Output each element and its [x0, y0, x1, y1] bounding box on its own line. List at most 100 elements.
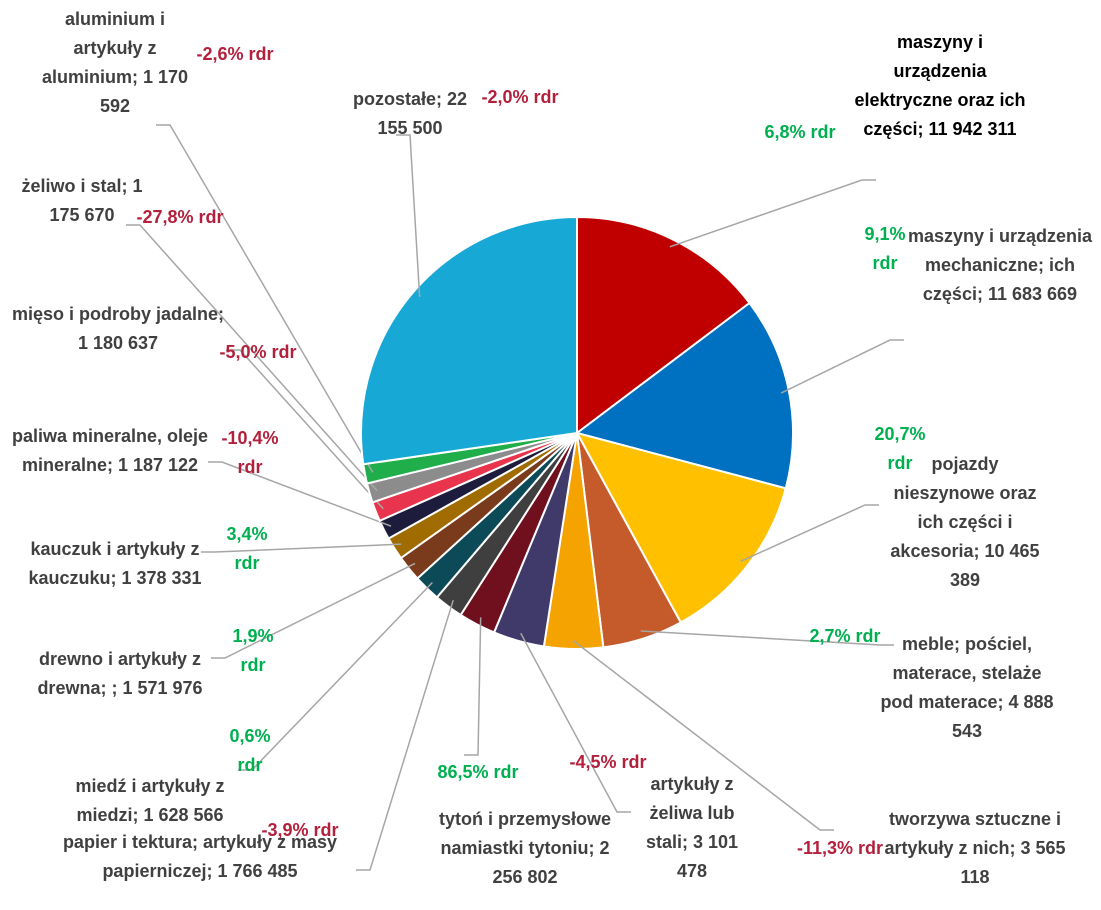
slice-label: artykuły z żeliwa lub stali; 3 101 478	[637, 770, 747, 886]
value-label: 2 256 802	[492, 838, 610, 887]
change-label: -5,0% rdr	[218, 338, 298, 367]
leader-line	[211, 562, 416, 659]
category-name: tytoń i przemysłowe namiastki tytoniu;	[438, 809, 612, 858]
value-label: 4 888 543	[951, 692, 1054, 741]
slice-label: tytoń i przemysłowe namiastki tytoniu; 2…	[438, 805, 613, 892]
category-name: pojazdy nieszynowe oraz ich części i akc…	[890, 454, 1037, 561]
category-name: papier i tektura; artykuły z masy papier…	[62, 832, 338, 881]
leader-line	[126, 224, 378, 492]
leader-line	[208, 461, 392, 527]
leader-line	[226, 349, 384, 510]
change-label: -27,8% rdr	[135, 203, 225, 232]
category-name: artykuły z żeliwa lub stali;	[645, 774, 735, 852]
slice-label: pojazdy nieszynowe oraz ich części i akc…	[885, 450, 1045, 595]
value-label: 10 465 389	[949, 541, 1040, 590]
leader-line	[520, 632, 631, 813]
value-label: 1 170 592	[99, 67, 189, 116]
leader-line	[356, 599, 454, 871]
category-name: żeliwo i stal;	[21, 176, 128, 196]
slice-label: paliwa mineralne, oleje mineralne; 1 187…	[10, 422, 210, 480]
change-text: 1,9% rdr	[232, 626, 274, 675]
leader-line	[573, 640, 834, 831]
value-label: 3 101 478	[676, 832, 739, 881]
value-label: 1 378 331	[121, 568, 202, 588]
category-name: tworzywa sztuczne i artykuły z nich;	[884, 809, 1062, 858]
slice-label: meble; pościel, materace, stelaże pod ma…	[880, 630, 1055, 746]
change-text: -2,6% rdr	[196, 44, 274, 64]
value-label: 11 683 669	[987, 284, 1078, 304]
category-name: miedź i artykuły z miedzi;	[75, 776, 225, 825]
change-text: -10,4% rdr	[221, 428, 279, 477]
change-text: -5,0% rdr	[219, 342, 297, 362]
value-label: 1 187 122	[117, 455, 199, 475]
slice-label: kauczuk i artykuły z kauczuku; 1 378 331	[18, 535, 213, 593]
value-label: 1 766 485	[217, 861, 298, 881]
change-text: 3,4% rdr	[226, 524, 268, 573]
category-name: kauczuk i artykuły z kauczuku;	[28, 539, 200, 588]
slice	[360, 215, 578, 466]
change-label: 2,7% rdr	[805, 622, 885, 651]
leader-line	[238, 581, 433, 771]
value-label: 11 942 311	[928, 119, 1017, 139]
category-name: meble; pościel, materace, stelaże pod ma…	[880, 634, 1042, 712]
slice-label: mięso i podroby jadalne; 1 180 637	[11, 300, 226, 358]
leader-line	[640, 630, 894, 646]
leader-line	[201, 543, 402, 553]
change-label: 1,9% rdr	[218, 622, 288, 680]
slice-label: maszyny i urządzenia mechaniczne; ich cz…	[900, 222, 1100, 309]
change-text: 2,7% rdr	[809, 626, 881, 646]
slice-label: żeliwo i stal; 1 175 670	[7, 172, 157, 230]
slice	[575, 431, 788, 624]
leader-line	[780, 339, 904, 394]
leader-line	[669, 179, 876, 248]
category-name: paliwa mineralne, oleje mineralne;	[11, 426, 209, 475]
change-label: -10,4% rdr	[210, 424, 290, 482]
slice-label: papier i tektura; artykuły z masy papier…	[30, 828, 370, 886]
change-text: 20,7% rdr	[874, 424, 926, 473]
change-label: 20,7% rdr	[860, 420, 940, 478]
slice	[574, 301, 794, 490]
slice-label: drewno i artykuły z drewna; ; 1 571 976	[23, 645, 218, 703]
value-label: 3 565 118	[960, 838, 1066, 887]
change-label: -11,3% rdr	[795, 834, 885, 863]
change-label: -4,5% rdr	[568, 748, 648, 777]
category-name: mięso i podroby jadalne;	[11, 304, 225, 324]
leader-line	[156, 124, 374, 473]
change-text: -4,5% rdr	[569, 752, 647, 772]
change-label: -2,6% rdr	[195, 40, 275, 69]
change-text: 86,5% rdr	[437, 762, 519, 782]
slice	[576, 215, 751, 436]
change-text: 9,1% rdr	[864, 224, 906, 273]
change-text: -27,8% rdr	[136, 207, 224, 227]
change-text: -3,9% rdr	[261, 820, 339, 840]
category-name: drewno i artykuły z drewna; ;	[37, 649, 202, 698]
value-label: 1 175 670	[49, 176, 143, 225]
category-name: maszyny i urządzenia elektryczne oraz ic…	[854, 32, 1026, 139]
value-label: 1 180 637	[77, 333, 159, 353]
leader-line	[464, 617, 482, 756]
slice-label: miedź i artykuły z miedzi; 1 628 566	[53, 772, 248, 830]
value-label: 1 628 566	[143, 805, 224, 825]
leader-line	[396, 134, 421, 298]
category-name: maszyny i urządzenia mechaniczne; ich cz…	[907, 226, 1093, 304]
leader-line	[740, 504, 879, 562]
change-label: -2,0% rdr	[480, 83, 560, 112]
change-label: 86,5% rdr	[413, 758, 543, 787]
value-label: 22 155 500	[377, 89, 468, 138]
change-text: 6,8% rdr	[764, 122, 836, 142]
change-text: 0,6% rdr	[229, 726, 271, 775]
slice-label: aluminium i artykuły z aluminium; 1 170 …	[40, 5, 190, 121]
change-text: -2,0% rdr	[481, 87, 559, 107]
change-label: 9,1% rdr	[850, 220, 920, 278]
change-label: -3,9% rdr	[230, 816, 370, 845]
change-label: 3,4% rdr	[212, 520, 282, 578]
change-text: -11,3% rdr	[796, 838, 884, 858]
category-name: pozostałe;	[352, 89, 442, 109]
slice-label: tworzywa sztuczne i artykuły z nich; 3 5…	[878, 805, 1073, 892]
slice-label: pozostałe; 22 155 500	[345, 85, 475, 143]
category-name: aluminium i artykuły z aluminium;	[41, 9, 165, 87]
value-label: 1 571 976	[122, 678, 203, 698]
slice-label: maszyny i urządzenia elektryczne oraz ic…	[853, 28, 1028, 144]
